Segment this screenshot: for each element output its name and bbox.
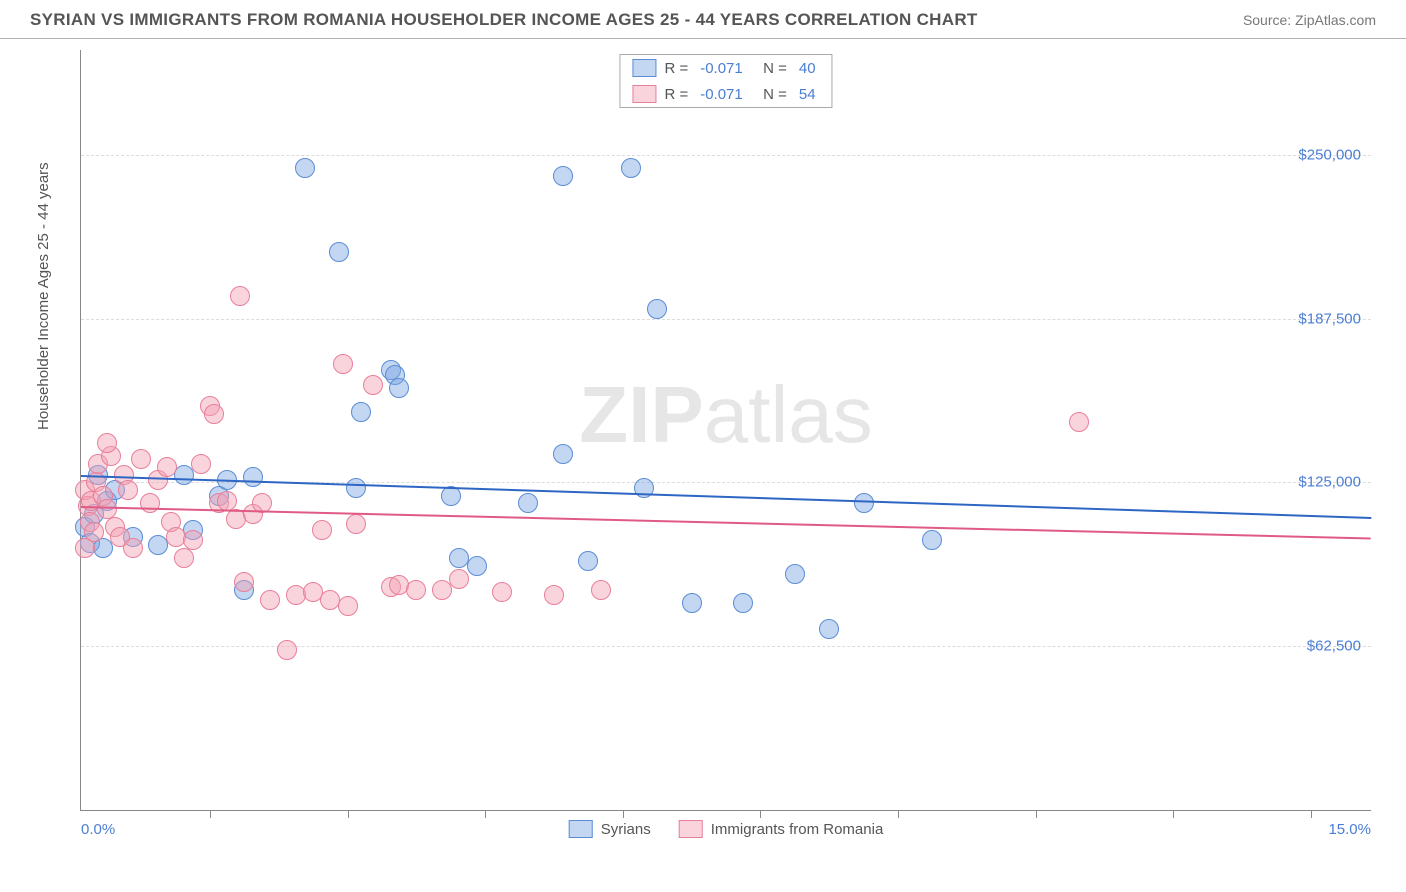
legend-r-label: R = bbox=[664, 86, 688, 103]
x-tick bbox=[210, 810, 211, 818]
gridline bbox=[81, 646, 1371, 647]
x-axis-min-label: 0.0% bbox=[81, 821, 115, 838]
legend-swatch bbox=[569, 820, 593, 838]
legend-item: Syrians bbox=[569, 820, 651, 838]
legend-swatch bbox=[632, 59, 656, 77]
chart-title: SYRIAN VS IMMIGRANTS FROM ROMANIA HOUSEH… bbox=[30, 10, 978, 30]
data-point bbox=[819, 619, 839, 639]
data-point bbox=[333, 354, 353, 374]
source-attribution: Source: ZipAtlas.com bbox=[1243, 12, 1376, 28]
y-tick-label: $187,500 bbox=[1298, 310, 1361, 327]
chart-container: Householder Income Ages 25 - 44 years ZI… bbox=[50, 50, 1370, 840]
x-axis-max-label: 15.0% bbox=[1328, 821, 1371, 838]
data-point bbox=[733, 593, 753, 613]
x-tick bbox=[348, 810, 349, 818]
gridline bbox=[81, 319, 1371, 320]
data-point bbox=[230, 286, 250, 306]
legend-n-value: 40 bbox=[799, 60, 816, 77]
data-point bbox=[492, 582, 512, 602]
legend-swatch bbox=[679, 820, 703, 838]
data-point bbox=[183, 530, 203, 550]
data-point bbox=[854, 493, 874, 513]
data-point bbox=[621, 158, 641, 178]
y-axis-label: Householder Income Ages 25 - 44 years bbox=[35, 162, 52, 430]
y-tick-label: $250,000 bbox=[1298, 146, 1361, 163]
legend-stat-row: R = -0.071 N = 40 bbox=[620, 55, 831, 81]
x-tick bbox=[623, 810, 624, 818]
data-point bbox=[338, 596, 358, 616]
data-point bbox=[922, 530, 942, 550]
data-point bbox=[363, 375, 383, 395]
legend-series: Syrians Immigrants from Romania bbox=[569, 820, 884, 838]
data-point bbox=[351, 402, 371, 422]
data-point bbox=[682, 593, 702, 613]
data-point bbox=[204, 404, 224, 424]
data-point bbox=[234, 572, 254, 592]
x-tick bbox=[1311, 810, 1312, 818]
data-point bbox=[157, 457, 177, 477]
data-point bbox=[518, 493, 538, 513]
gridline bbox=[81, 155, 1371, 156]
data-point bbox=[544, 585, 564, 605]
data-point bbox=[578, 551, 598, 571]
data-point bbox=[174, 548, 194, 568]
x-tick bbox=[898, 810, 899, 818]
data-point bbox=[785, 564, 805, 584]
legend-item: Immigrants from Romania bbox=[679, 820, 884, 838]
legend-n-label: N = bbox=[755, 86, 787, 103]
data-point bbox=[329, 242, 349, 262]
data-point bbox=[97, 433, 117, 453]
data-point bbox=[1069, 412, 1089, 432]
data-point bbox=[131, 449, 151, 469]
x-tick bbox=[485, 810, 486, 818]
data-point bbox=[217, 491, 237, 511]
data-point bbox=[295, 158, 315, 178]
watermark: ZIPatlas bbox=[579, 369, 872, 461]
y-tick-label: $125,000 bbox=[1298, 474, 1361, 491]
data-point bbox=[406, 580, 426, 600]
watermark-thin: atlas bbox=[704, 370, 873, 459]
data-point bbox=[346, 514, 366, 534]
data-point bbox=[277, 640, 297, 660]
legend-label: Syrians bbox=[601, 821, 651, 838]
data-point bbox=[75, 538, 95, 558]
data-point bbox=[389, 378, 409, 398]
plot-area: ZIPatlas R =-0.071 N =40R =-0.071 N =54 … bbox=[80, 50, 1371, 811]
legend-r-value: -0.071 bbox=[700, 86, 743, 103]
chart-header: SYRIAN VS IMMIGRANTS FROM ROMANIA HOUSEH… bbox=[0, 0, 1406, 39]
x-tick bbox=[760, 810, 761, 818]
data-point bbox=[191, 454, 211, 474]
legend-stat-row: R = -0.071 N = 54 bbox=[620, 81, 831, 107]
data-point bbox=[260, 590, 280, 610]
legend-stats: R = -0.071 N = 40 R = -0.071 N = 54 bbox=[619, 54, 832, 108]
data-point bbox=[467, 556, 487, 576]
x-tick bbox=[1036, 810, 1037, 818]
data-point bbox=[346, 478, 366, 498]
data-point bbox=[553, 166, 573, 186]
data-point bbox=[312, 520, 332, 540]
data-point bbox=[449, 569, 469, 589]
legend-r-label: R = bbox=[664, 60, 688, 77]
legend-r-value: -0.071 bbox=[700, 60, 743, 77]
data-point bbox=[243, 467, 263, 487]
data-point bbox=[140, 493, 160, 513]
watermark-bold: ZIP bbox=[579, 370, 703, 459]
legend-swatch bbox=[632, 85, 656, 103]
data-point bbox=[123, 538, 143, 558]
y-tick-label: $62,500 bbox=[1307, 638, 1361, 655]
data-point bbox=[647, 299, 667, 319]
data-point bbox=[118, 480, 138, 500]
x-tick bbox=[1173, 810, 1174, 818]
legend-n-value: 54 bbox=[799, 86, 816, 103]
data-point bbox=[591, 580, 611, 600]
legend-label: Immigrants from Romania bbox=[711, 821, 884, 838]
data-point bbox=[553, 444, 573, 464]
legend-n-label: N = bbox=[755, 60, 787, 77]
